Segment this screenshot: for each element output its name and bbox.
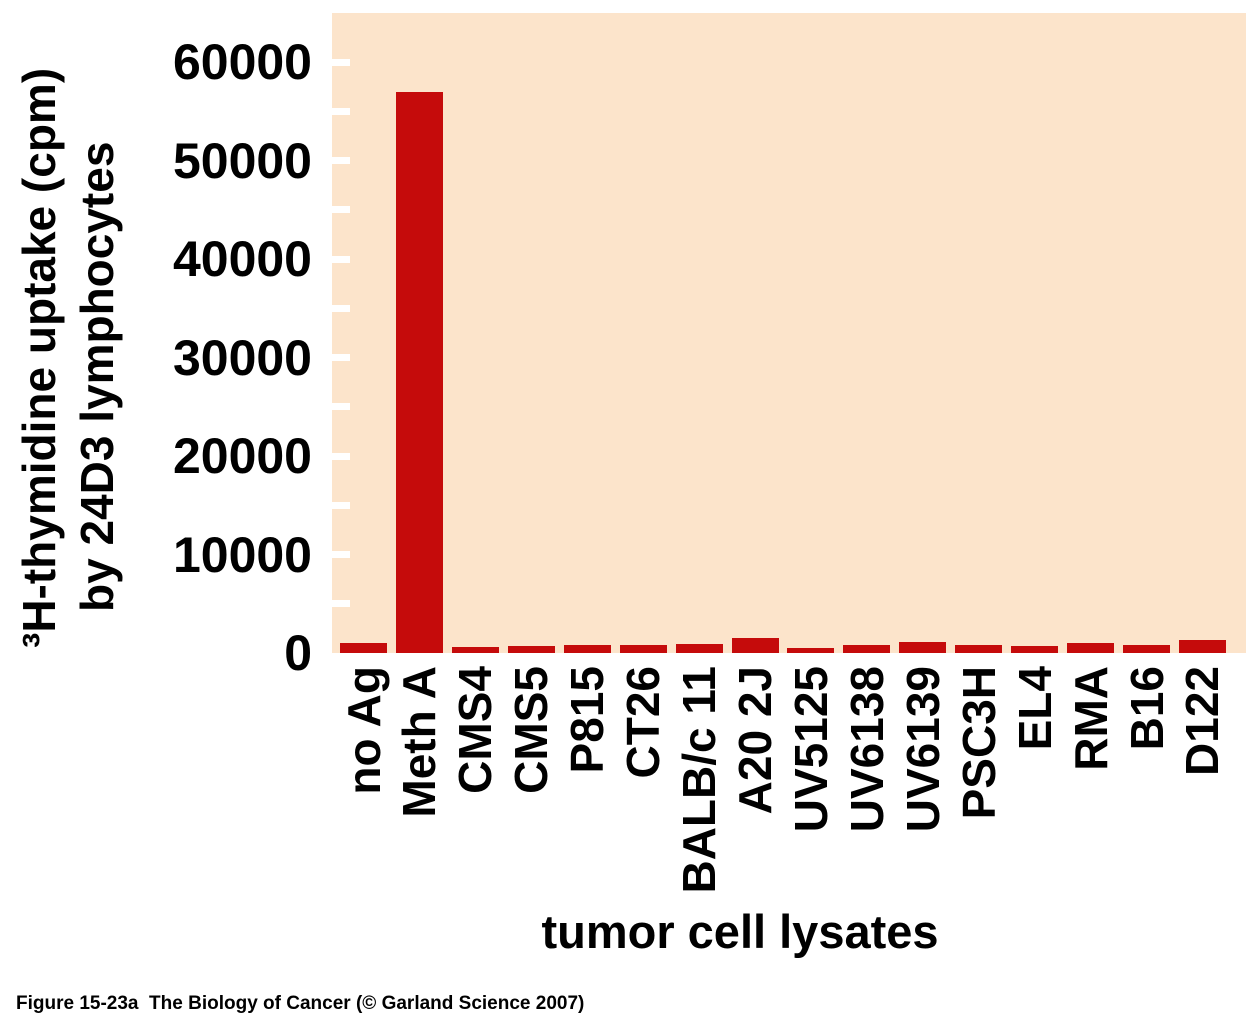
bar-meth-a [395,91,443,653]
y-axis-tick-mark [330,403,350,411]
y-axis-tick-label: 10000 [172,526,312,583]
y-axis-tick-label: 0 [284,625,312,681]
bar-no-ag [340,643,387,653]
bar-rma [1067,643,1115,653]
y-axis-tick-label: 50000 [172,132,312,189]
bar-el4 [1011,646,1059,653]
bar-a20-2j [731,638,779,653]
y-axis-title-line1: ³H-thymidine uptake (cpm) [13,67,65,648]
y-axis-tick-mark [330,354,350,362]
x-axis-category-label-el4: EL4 [1008,666,1061,751]
y-axis-tick-label: 20000 [172,428,312,485]
y-axis-tick-mark [330,206,350,214]
y-axis-tick-mark [330,501,350,509]
x-axis-category-label-ct26: CT26 [617,666,670,779]
x-axis-category-label-psc3h: PSC3H [952,666,1005,820]
bar-p815 [563,645,611,653]
x-axis-category-label-d122: D122 [1176,666,1229,776]
bar-ct26 [619,645,667,653]
y-axis-tick-mark [330,157,350,165]
y-axis-tick-mark [330,551,350,559]
x-axis-category-label-a20-2j: A20 2J [729,666,781,815]
y-axis-tick-mark [330,600,350,608]
y-axis-tick-mark [330,304,350,312]
bar-cms4 [451,647,499,653]
y-axis-tick-mark [330,58,350,66]
x-axis-category-label-uv6138: UV6138 [840,666,893,833]
y-axis-tick-label: 30000 [172,329,312,386]
y-axis-tick-label: 40000 [172,231,312,288]
x-axis-category-label-cms5: CMS5 [505,666,558,794]
bar-uv5125 [787,648,835,653]
x-axis-category-label-uv6139: UV6139 [896,666,949,833]
bar-uv6138 [843,645,891,653]
x-axis-category-label-balb-c-11: BALB/c 11 [673,666,726,894]
x-axis-category-label-uv5125: UV5125 [784,666,837,833]
x-axis-category-label-rma: RMA [1064,666,1117,771]
bar-b16 [1123,645,1171,653]
bar-cms5 [507,646,555,653]
x-axis-category-label-meth-a: Meth A [393,666,446,818]
figure-caption: Figure 15-23a The Biology of Cancer (© G… [16,993,585,1014]
y-axis-tick-label: 60000 [172,34,312,91]
x-axis-category-label-p815: P815 [561,666,614,774]
x-axis-category-label-no-ag: no Ag [337,666,390,795]
y-axis-title-line2: by 24D3 lymphocytes [71,141,123,612]
plot-area [330,13,1246,653]
y-axis-tick-mark [330,107,350,115]
bar-d122 [1178,640,1226,653]
bar-uv6139 [899,642,947,653]
y-axis-tick-mark [330,452,350,460]
x-axis-category-label-b16: B16 [1120,666,1173,751]
x-axis-category-label-cms4: CMS4 [449,666,502,794]
x-axis-title: tumor cell lysates [541,905,939,958]
y-axis-tick-mark [330,255,350,263]
bar-psc3h [955,645,1003,653]
bar-balb-c-11 [675,644,723,653]
